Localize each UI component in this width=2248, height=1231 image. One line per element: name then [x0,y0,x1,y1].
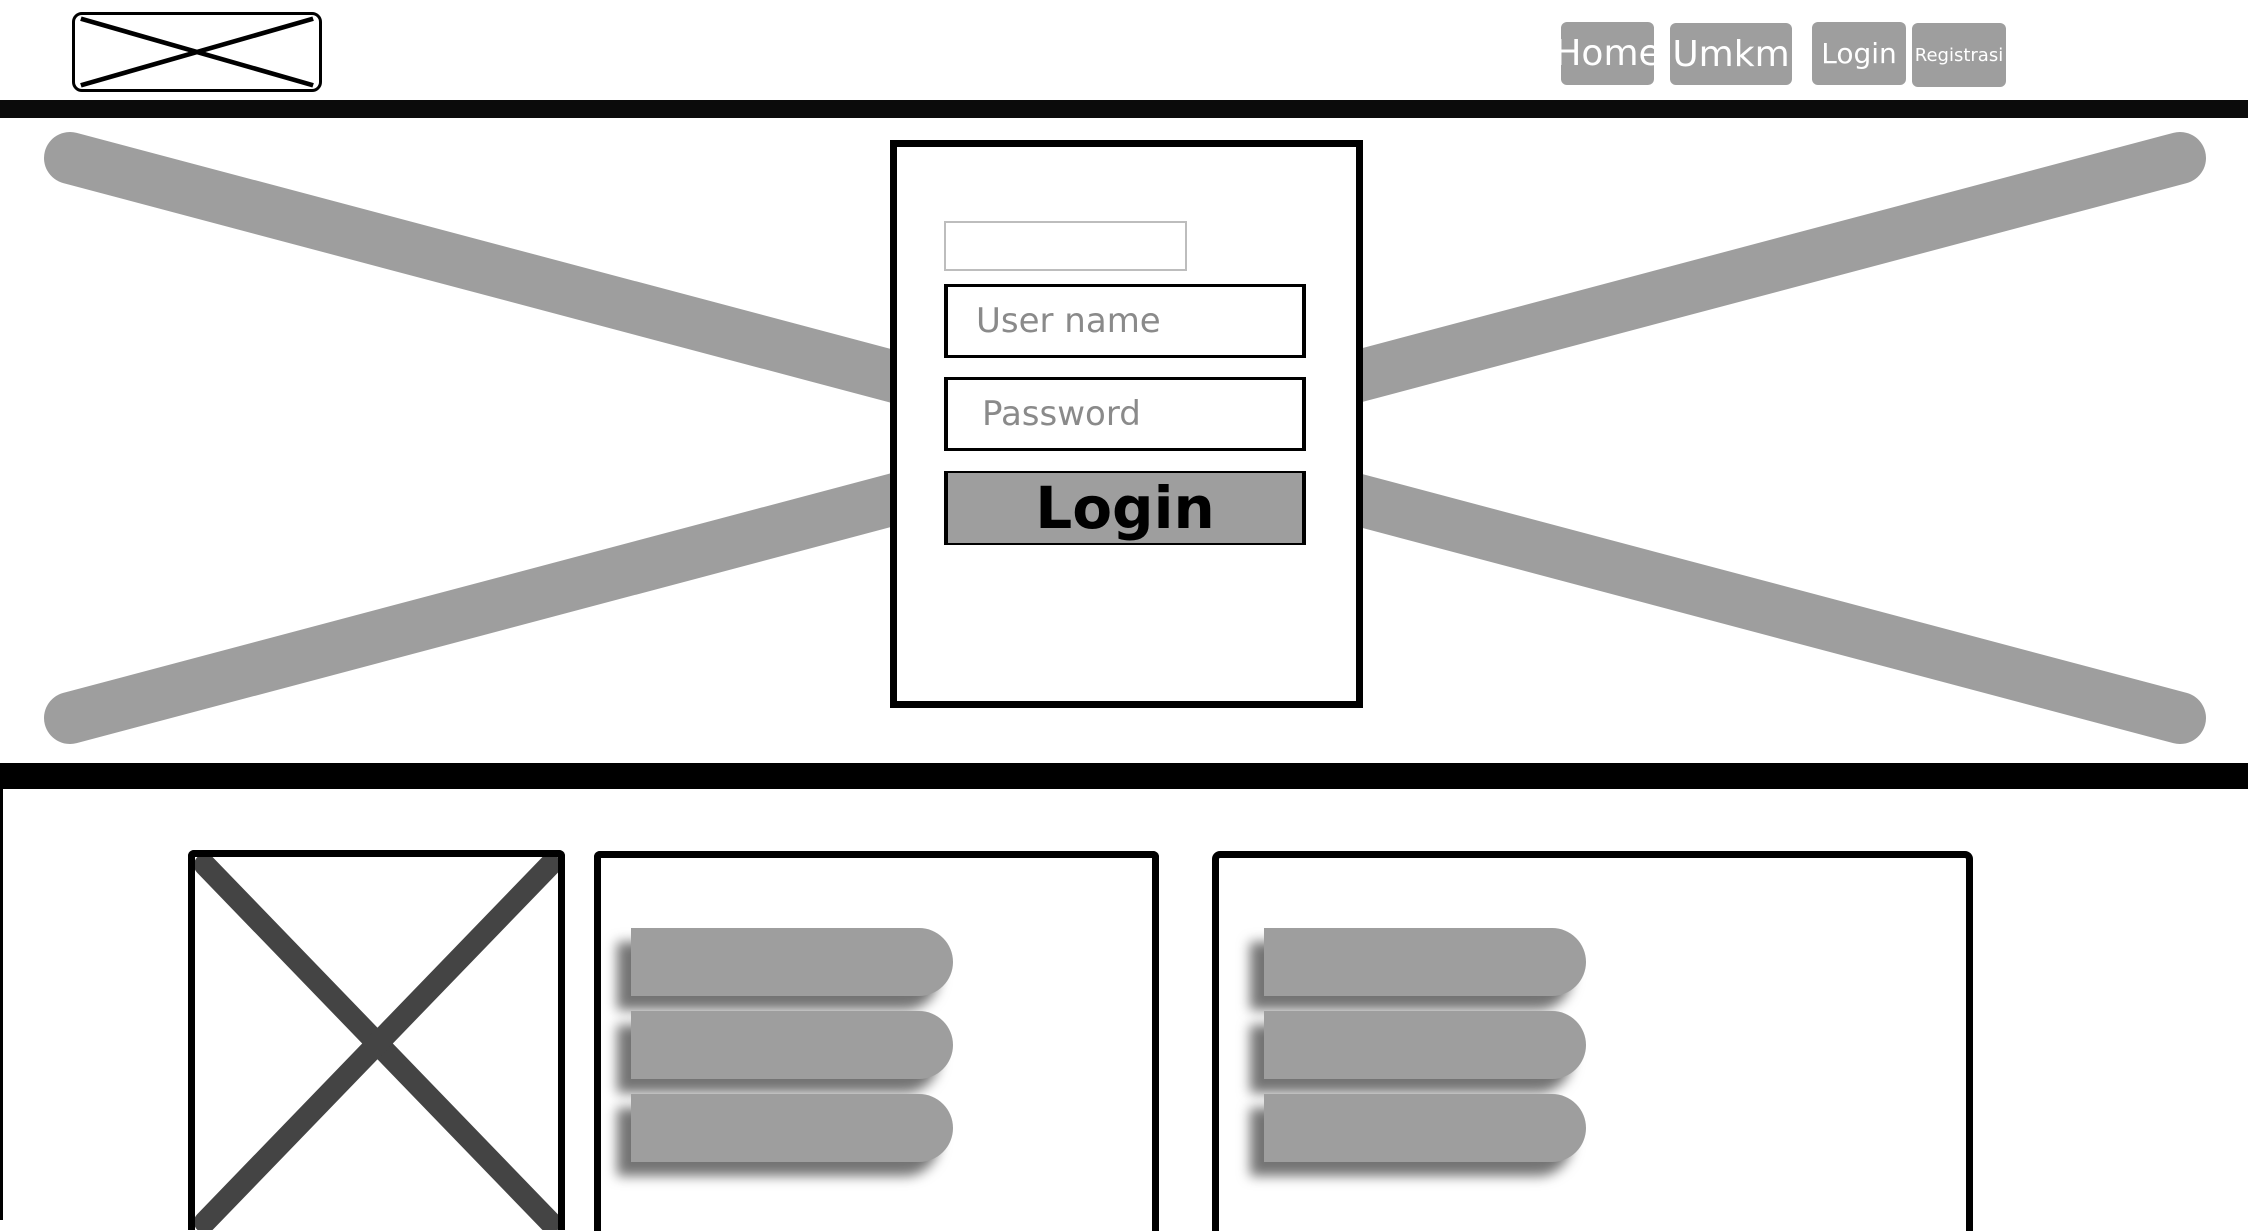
list-bar [1264,1011,1586,1079]
image-placeholder-icon [195,857,558,1230]
list-bar [631,928,953,996]
content-left-border [0,789,3,1220]
image-placeholder-icon [80,16,314,88]
content-list-panel-right [1212,851,1973,1231]
form-header-box [944,221,1187,271]
content-image-panel[interactable] [188,850,565,1230]
list-bar [631,1011,953,1079]
header-divider [0,100,2248,118]
username-field[interactable]: User name [944,284,1306,358]
nav-register-button[interactable]: Registrasi [1912,23,2006,87]
list-bar [1264,928,1586,996]
nav-umkm-button[interactable]: Umkm [1670,23,1792,85]
hero-divider [0,763,2248,789]
list-bar [1264,1094,1586,1162]
content-list-panel-middle [594,851,1159,1231]
nav-login-button[interactable]: Login [1812,22,1906,85]
password-field[interactable]: Password [944,377,1306,451]
login-submit-button[interactable]: Login [944,471,1306,545]
nav-home-button[interactable]: Home [1554,22,1661,85]
list-bar [631,1094,953,1162]
logo-placeholder[interactable] [72,12,322,92]
